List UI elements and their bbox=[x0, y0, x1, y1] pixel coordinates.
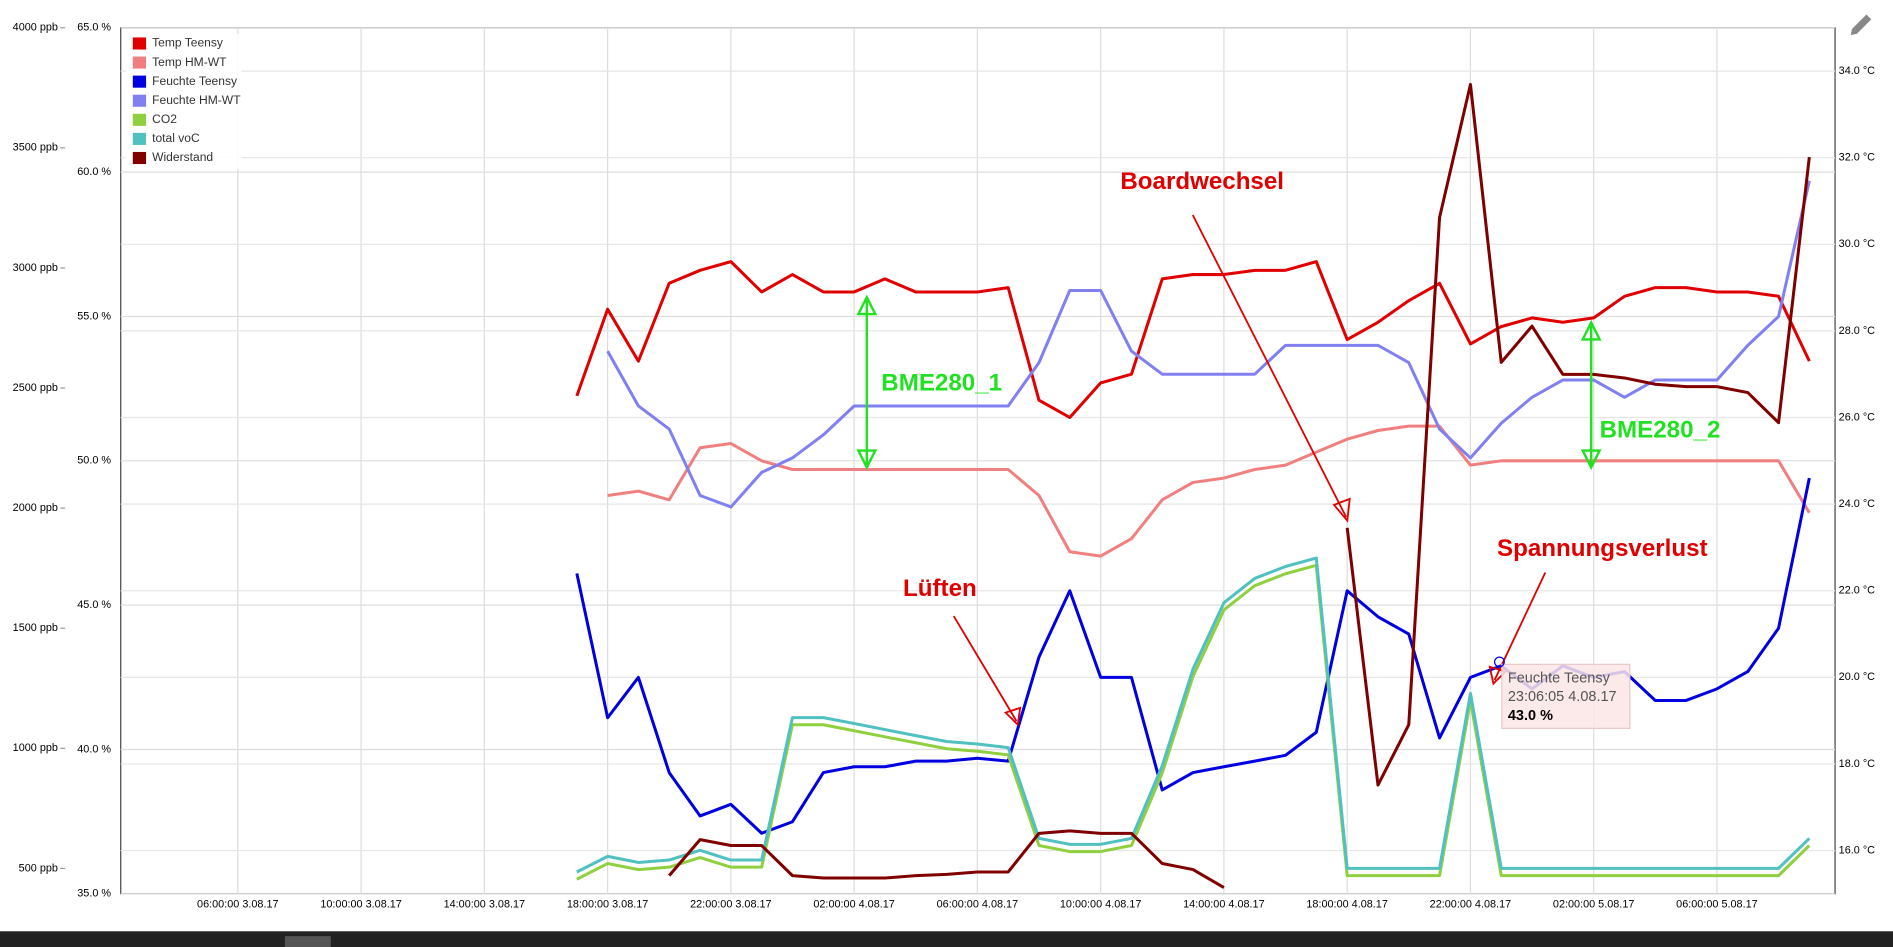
annotation-arrow bbox=[952, 615, 1018, 722]
y3-tick-label: 35.0 % bbox=[77, 888, 111, 900]
legend-label: Temp Teensy bbox=[152, 36, 223, 50]
y2-tick-label: 16.0 °C bbox=[1839, 844, 1875, 856]
tooltip-time: 23:06:05 4.08.17 bbox=[1508, 689, 1617, 705]
arrow-head bbox=[1580, 319, 1602, 471]
y3-tick-label: 55.0 % bbox=[77, 310, 111, 322]
x-tick-label: 06:00:00 3.08.17 bbox=[197, 899, 279, 911]
x-tick-label: 22:00:00 3.08.17 bbox=[690, 899, 772, 911]
x-tick-label: 02:00:00 5.08.17 bbox=[1553, 899, 1635, 911]
tooltip-box bbox=[1501, 663, 1631, 729]
x-tick-label: 10:00:00 3.08.17 bbox=[320, 899, 402, 911]
y-tick-label: 2000 ppb bbox=[13, 502, 58, 514]
annotation: Spannungsverlust bbox=[1497, 535, 1708, 562]
y-tick-label: 1500 ppb bbox=[13, 622, 58, 634]
x-tick-label: 06:00:00 4.08.17 bbox=[937, 899, 1019, 911]
x-tick-label: 10:00:00 4.08.17 bbox=[1060, 899, 1142, 911]
series-line bbox=[576, 556, 1811, 874]
legend-label: Widerstand bbox=[152, 150, 213, 164]
legend-swatch bbox=[132, 113, 147, 126]
x-tick-label: 14:00:00 4.08.17 bbox=[1183, 899, 1265, 911]
y-tick-label: 1000 ppb bbox=[13, 742, 58, 754]
series-line bbox=[575, 260, 1811, 419]
lines bbox=[575, 82, 1811, 889]
legend-swatch bbox=[132, 37, 147, 50]
annotation: BME280_1 bbox=[881, 369, 1002, 396]
tooltip-series: Feuchte Teensy bbox=[1508, 671, 1611, 687]
y3-tick-label: 65.0 % bbox=[77, 22, 111, 34]
annotation-arrow bbox=[1493, 572, 1547, 681]
arrow-head bbox=[856, 294, 878, 471]
legend-label: CO2 bbox=[152, 112, 177, 126]
y3-tick-label: 60.0 % bbox=[77, 166, 111, 178]
edit-icon[interactable] bbox=[1850, 14, 1872, 36]
y3-tick-label: 45.0 % bbox=[77, 599, 111, 611]
arrow-head bbox=[1003, 706, 1022, 727]
x-tick-label: 18:00:00 3.08.17 bbox=[567, 899, 649, 911]
legend-swatch bbox=[132, 132, 147, 145]
series-line bbox=[607, 424, 1811, 558]
arrow-head bbox=[1332, 497, 1351, 523]
y2-tick-label: 30.0 °C bbox=[1839, 238, 1875, 250]
y2-tick-label: 26.0 °C bbox=[1839, 411, 1875, 423]
series-line bbox=[668, 82, 1811, 889]
y2-tick-label: 32.0 °C bbox=[1839, 152, 1875, 164]
arrow-head bbox=[1488, 665, 1508, 686]
tooltip-value: 43.0 % bbox=[1508, 708, 1553, 724]
annotation: Lüften bbox=[903, 575, 977, 602]
annotation: Boardwechsel bbox=[1120, 168, 1284, 195]
y-tick-label: 500 ppb bbox=[19, 862, 58, 874]
y2-tick-label: 18.0 °C bbox=[1839, 758, 1875, 770]
legend: Temp Teensy Temp HM-WT Feuchte Teensy Feuch… bbox=[125, 33, 242, 170]
annotation-arrow bbox=[1191, 214, 1347, 518]
y-tick-label: 4000 ppb bbox=[13, 22, 58, 34]
x-tick-label: 18:00:00 4.08.17 bbox=[1306, 899, 1388, 911]
y-tick-label: 3500 ppb bbox=[13, 142, 58, 154]
y2-tick-label: 24.0 °C bbox=[1839, 498, 1875, 510]
x-tick-label: 22:00:00 4.08.17 bbox=[1430, 899, 1512, 911]
annotations: Lüften Boardwechsel Spannungsverlust BME… bbox=[856, 168, 1721, 727]
tick-labels: 06:00:00 3.08.17 10:00:00 3.08.17 14:00:00… bbox=[13, 22, 1875, 911]
legend-label: Feuchte Teensy bbox=[152, 74, 237, 88]
legend-swatch bbox=[132, 94, 147, 107]
y3-tick-label: 40.0 % bbox=[77, 743, 111, 755]
x-tick-label: 06:00:00 5.08.17 bbox=[1676, 899, 1758, 911]
y2-tick-label: 28.0 °C bbox=[1839, 325, 1875, 337]
y2-tick-label: 34.0 °C bbox=[1839, 65, 1875, 77]
series-line bbox=[606, 180, 1811, 509]
legend-swatch bbox=[132, 151, 147, 165]
legend-swatch bbox=[132, 56, 147, 69]
y2-tick-label: 22.0 °C bbox=[1839, 585, 1875, 597]
legend-label: total voC bbox=[152, 131, 200, 145]
y3-tick-label: 50.0 % bbox=[77, 455, 111, 467]
y2-tick-label: 20.0 °C bbox=[1839, 671, 1875, 683]
taskbar bbox=[0, 931, 1893, 947]
legend-label: Feuchte HM-WT bbox=[152, 93, 241, 107]
x-tick-label: 14:00:00 3.08.17 bbox=[444, 899, 526, 911]
tooltip: Feuchte Teensy 23:06:05 4.08.17 43.0 % bbox=[1493, 656, 1631, 729]
annotation: BME280_2 bbox=[1600, 417, 1721, 444]
y-tick-label: 3000 ppb bbox=[13, 262, 58, 274]
x-tick-label: 02:00:00 4.08.17 bbox=[813, 899, 895, 911]
legend-label: Temp HM-WT bbox=[152, 55, 227, 69]
y-tick-label: 2500 ppb bbox=[13, 382, 58, 394]
tooltip-marker bbox=[1493, 656, 1505, 668]
legend-swatch bbox=[132, 75, 147, 88]
taskbar-button[interactable] bbox=[284, 936, 331, 947]
